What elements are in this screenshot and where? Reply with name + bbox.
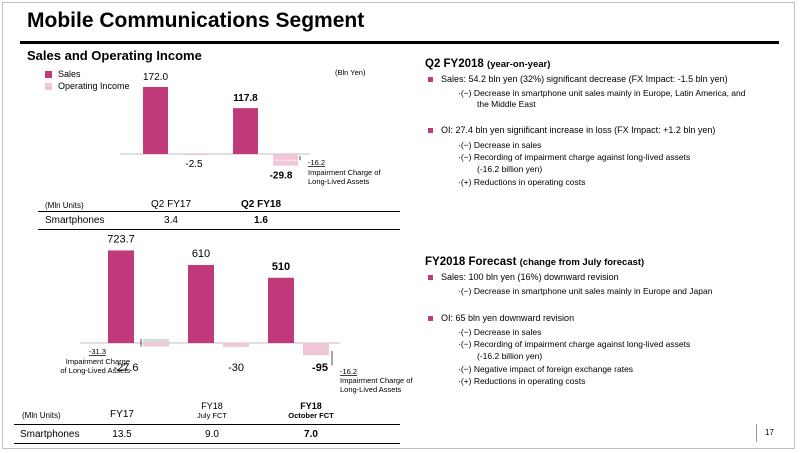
- bottom-oi-label: -30: [228, 362, 244, 374]
- bottom-table-v1: 13.5: [112, 429, 132, 440]
- bottom-table-v2: 9.0: [205, 429, 219, 440]
- fy-oi-text: OI: 65 bln yen downward revision: [441, 313, 575, 323]
- fy-sales-sub1: ·(−) Decrease in smartphone unit sales m…: [458, 286, 713, 296]
- slide-frame: [2, 2, 795, 449]
- fy-oi-sub2: ·(−) Recording of impairment charge agai…: [458, 339, 691, 349]
- bottom-oi-bar: [303, 343, 329, 356]
- top-oi-bar: [273, 154, 298, 166]
- bottom-left-impairment-label-line1: Impairment Charge: [66, 357, 130, 366]
- bottom-oi-label: -95: [312, 362, 328, 374]
- bottom-sales-label: 610: [192, 248, 210, 260]
- section-subtitle: Sales and Operating Income: [27, 48, 202, 63]
- q2-sales-sub2: the Middle East: [477, 99, 536, 109]
- top-sales-label: 117.8: [233, 93, 258, 104]
- bottom-sales-bar: [108, 250, 134, 343]
- bottom-right-impairment-value: -16.2: [340, 367, 357, 376]
- bottom-sales-label: 510: [272, 261, 290, 273]
- bottom-table-col3-line2: October FCT: [288, 411, 334, 420]
- legend-label-sales: Sales: [58, 69, 81, 79]
- bottom-right-impairment-label-line2: Long-Lived Assets: [340, 385, 402, 394]
- fy-oi-sub5: ·(+) Reductions in operating costs: [458, 376, 586, 386]
- bottom-oi-label: -27.6: [113, 362, 138, 374]
- page-number-divider: [756, 424, 757, 442]
- fy-sales-text: Sales: 100 bln yen (16%) downward revisi…: [441, 272, 619, 282]
- fy-oi-sub1: ·(−) Decrease in sales: [458, 327, 542, 337]
- bottom-table-rule: [14, 424, 400, 425]
- bottom-table-unit: (Mln Units): [22, 411, 61, 420]
- top-table-col1: Q2 FY17: [150, 199, 192, 210]
- q2-sales-text: Sales: 54.2 bln yen (32%) significant de…: [441, 74, 728, 84]
- q2-oi-sub4: ·(+) Reductions in operating costs: [458, 177, 586, 187]
- top-oi-label: -2.5: [185, 159, 203, 170]
- bottom-table-v3: 7.0: [304, 429, 318, 440]
- top-table-v2: 1.6: [254, 215, 268, 226]
- fy-sales-bullet: Sales: 100 bln yen (16%) downward revisi…: [428, 272, 619, 282]
- fy-title-note: (change from July forecast): [519, 257, 645, 268]
- top-impairment-label-line1: Impairment Charge of: [308, 168, 381, 177]
- legend-item-sales: Sales: [45, 69, 81, 79]
- bottom-table-rule-bottom: [14, 443, 400, 444]
- q2-oi-sub3: (-16.2 billion yen): [477, 164, 543, 174]
- bottom-sales-bar: [268, 277, 294, 343]
- top-impairment-label-line2: Long-Lived Assets: [308, 177, 370, 186]
- bullet-square-icon: [428, 128, 433, 133]
- bottom-sales-label: 723.7: [107, 233, 135, 245]
- fy-title: FY2018 Forecast (change from July foreca…: [425, 256, 644, 268]
- top-sales-bar: [143, 87, 168, 154]
- fy-oi-bullet: OI: 65 bln yen downward revision: [428, 313, 574, 323]
- legend-swatch-sales: [45, 70, 52, 78]
- q2-oi-text: OI: 27.4 bln yen significant increase in…: [441, 125, 716, 135]
- bottom-oi-bar: [223, 343, 249, 347]
- legend-item-operating-income: Operating Income: [45, 81, 130, 91]
- top-sales-label: 172.0: [143, 72, 168, 83]
- legend-label-operating-income: Operating Income: [58, 81, 130, 91]
- top-table-row-label: Smartphones: [45, 215, 105, 226]
- bottom-table-col3-line1: FY18: [300, 401, 322, 411]
- bottom-right-impairment-label-line1: Impairment Charge of: [340, 376, 413, 385]
- bullet-square-icon: [428, 275, 433, 280]
- bottom-left-impairment-value: -31.3: [89, 347, 106, 356]
- page-title: Mobile Communications Segment: [27, 9, 365, 32]
- unit-label: (Bln Yen): [335, 68, 366, 77]
- top-oi-label: -29.8: [270, 171, 293, 182]
- bullet-square-icon: [428, 316, 433, 321]
- bottom-sales-bar: [188, 264, 214, 343]
- bullet-square-icon: [428, 77, 433, 82]
- bottom-table-col1: FY17: [110, 409, 134, 420]
- bottom-left-impairment-label-line2: of Long-Lived Assets: [60, 366, 130, 375]
- page-number: 17: [765, 428, 774, 437]
- bottom-oi-bar: [143, 343, 169, 347]
- title-rule: [20, 41, 779, 44]
- bottom-table-col2-line2: July FCT: [197, 411, 227, 420]
- top-sales-bar: [233, 108, 258, 154]
- top-impairment-value: -16.2: [308, 158, 325, 167]
- top-table-col2: Q2 FY18: [240, 199, 282, 210]
- bottom-table-row-label: Smartphones: [20, 429, 80, 440]
- q2-title: Q2 FY2018 (year-on-year): [425, 58, 550, 70]
- q2-sales-sub1: ·(−) Decrease in smartphone unit sales m…: [458, 88, 746, 98]
- fy-oi-sub3: (-16.2 billion yen): [477, 351, 543, 361]
- q2-oi-bullet: OI: 27.4 bln yen significant increase in…: [428, 125, 715, 135]
- fy-oi-sub4: ·(−) Negative impact of foreign exchange…: [458, 364, 634, 374]
- bottom-table-col2-line1: FY18: [201, 401, 223, 411]
- legend-swatch-operating-income: [45, 82, 52, 90]
- q2-oi-sub2: ·(−) Recording of impairment charge agai…: [458, 152, 691, 162]
- top-table-rule: [38, 211, 400, 212]
- fy-title-main: FY2018 Forecast: [425, 256, 517, 268]
- top-table-v1: 3.4: [164, 215, 178, 226]
- top-table-unit: (Mln Units): [45, 201, 84, 210]
- top-table-rule-bottom: [38, 229, 400, 230]
- top-oi-bar: [183, 154, 208, 155]
- q2-title-main: Q2 FY2018: [425, 58, 484, 70]
- q2-title-note: (year-on-year): [487, 59, 551, 70]
- q2-oi-sub1: ·(−) Decrease in sales: [458, 140, 542, 150]
- bottom-fy17-impairment-block: [143, 339, 169, 343]
- q2-sales-bullet: Sales: 54.2 bln yen (32%) significant de…: [428, 74, 728, 84]
